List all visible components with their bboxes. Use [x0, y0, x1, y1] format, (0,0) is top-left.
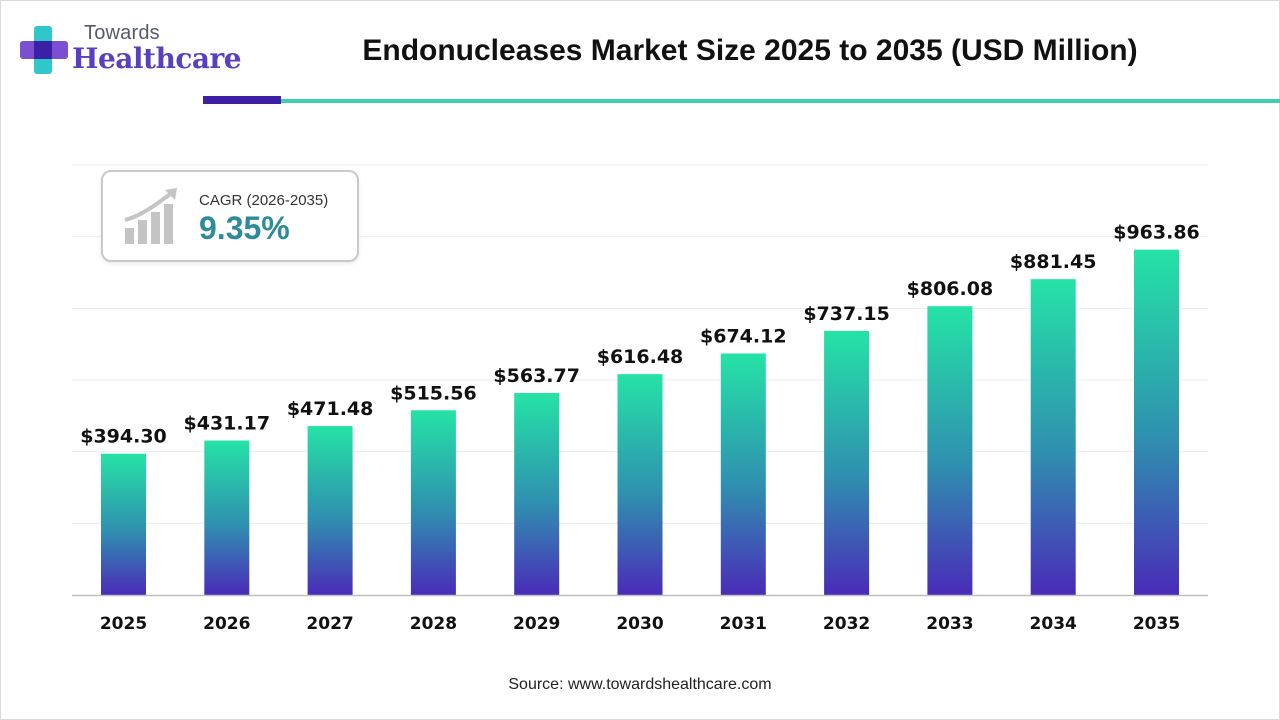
x-tick-label-2033: 2033 — [926, 614, 973, 634]
cagr-label: CAGR (2026-2035) — [199, 192, 329, 209]
bar-2032 — [824, 330, 870, 595]
bar-2027 — [307, 426, 353, 595]
bar-2034 — [1030, 279, 1076, 595]
cagr-value: 9.35% — [199, 210, 290, 246]
x-tick-label-2027: 2027 — [306, 614, 353, 634]
chart-title: Endonucleases Market Size 2025 to 2035 (… — [362, 34, 1138, 67]
bar-2028 — [410, 410, 456, 595]
value-label-2027: $471.48 — [287, 398, 374, 420]
value-label-2025: $394.30 — [80, 426, 167, 448]
cagr-callout: CAGR (2026-2035) 9.35% — [101, 170, 359, 262]
value-label-2028: $515.56 — [390, 382, 477, 404]
logo-line-2: Healthcare — [72, 42, 242, 75]
logo-line-1: Towards — [84, 22, 160, 44]
bar-2026 — [204, 440, 250, 595]
value-label-2031: $674.12 — [700, 325, 787, 347]
x-tick-label-2028: 2028 — [410, 614, 457, 634]
value-label-2034: $881.45 — [1010, 251, 1097, 273]
medical-cross-icon — [20, 26, 68, 74]
value-label-2029: $563.77 — [493, 365, 580, 387]
value-label-2026: $431.17 — [184, 413, 271, 435]
x-tick-label-2025: 2025 — [100, 614, 147, 634]
x-tick-label-2035: 2035 — [1133, 614, 1180, 634]
bar-2031 — [720, 353, 766, 595]
bar-2033 — [927, 306, 973, 595]
source-note: Source: www.towardshealthcare.com — [508, 676, 772, 693]
growth-chart-icon — [124, 188, 177, 244]
title-rule-teal — [281, 99, 1280, 103]
bar-2029 — [514, 393, 560, 595]
x-tick-label-2029: 2029 — [513, 614, 560, 634]
x-tick-label-2032: 2032 — [823, 614, 870, 634]
bar-2030 — [617, 374, 663, 595]
x-tick-label-2031: 2031 — [720, 614, 767, 634]
towards-healthcare-logo: Towards Healthcare — [20, 20, 250, 90]
x-tick-label-2034: 2034 — [1030, 614, 1077, 634]
value-label-2030: $616.48 — [597, 346, 684, 368]
bar-2035 — [1134, 249, 1179, 595]
value-label-2033: $806.08 — [907, 278, 994, 300]
title-rule-dark — [203, 96, 281, 104]
value-label-2032: $737.15 — [803, 303, 890, 325]
x-tick-label-2026: 2026 — [203, 614, 250, 634]
x-tick-label-2030: 2030 — [616, 614, 663, 634]
value-label-2035: $963.86 — [1113, 222, 1200, 244]
bar-2025 — [101, 453, 146, 595]
